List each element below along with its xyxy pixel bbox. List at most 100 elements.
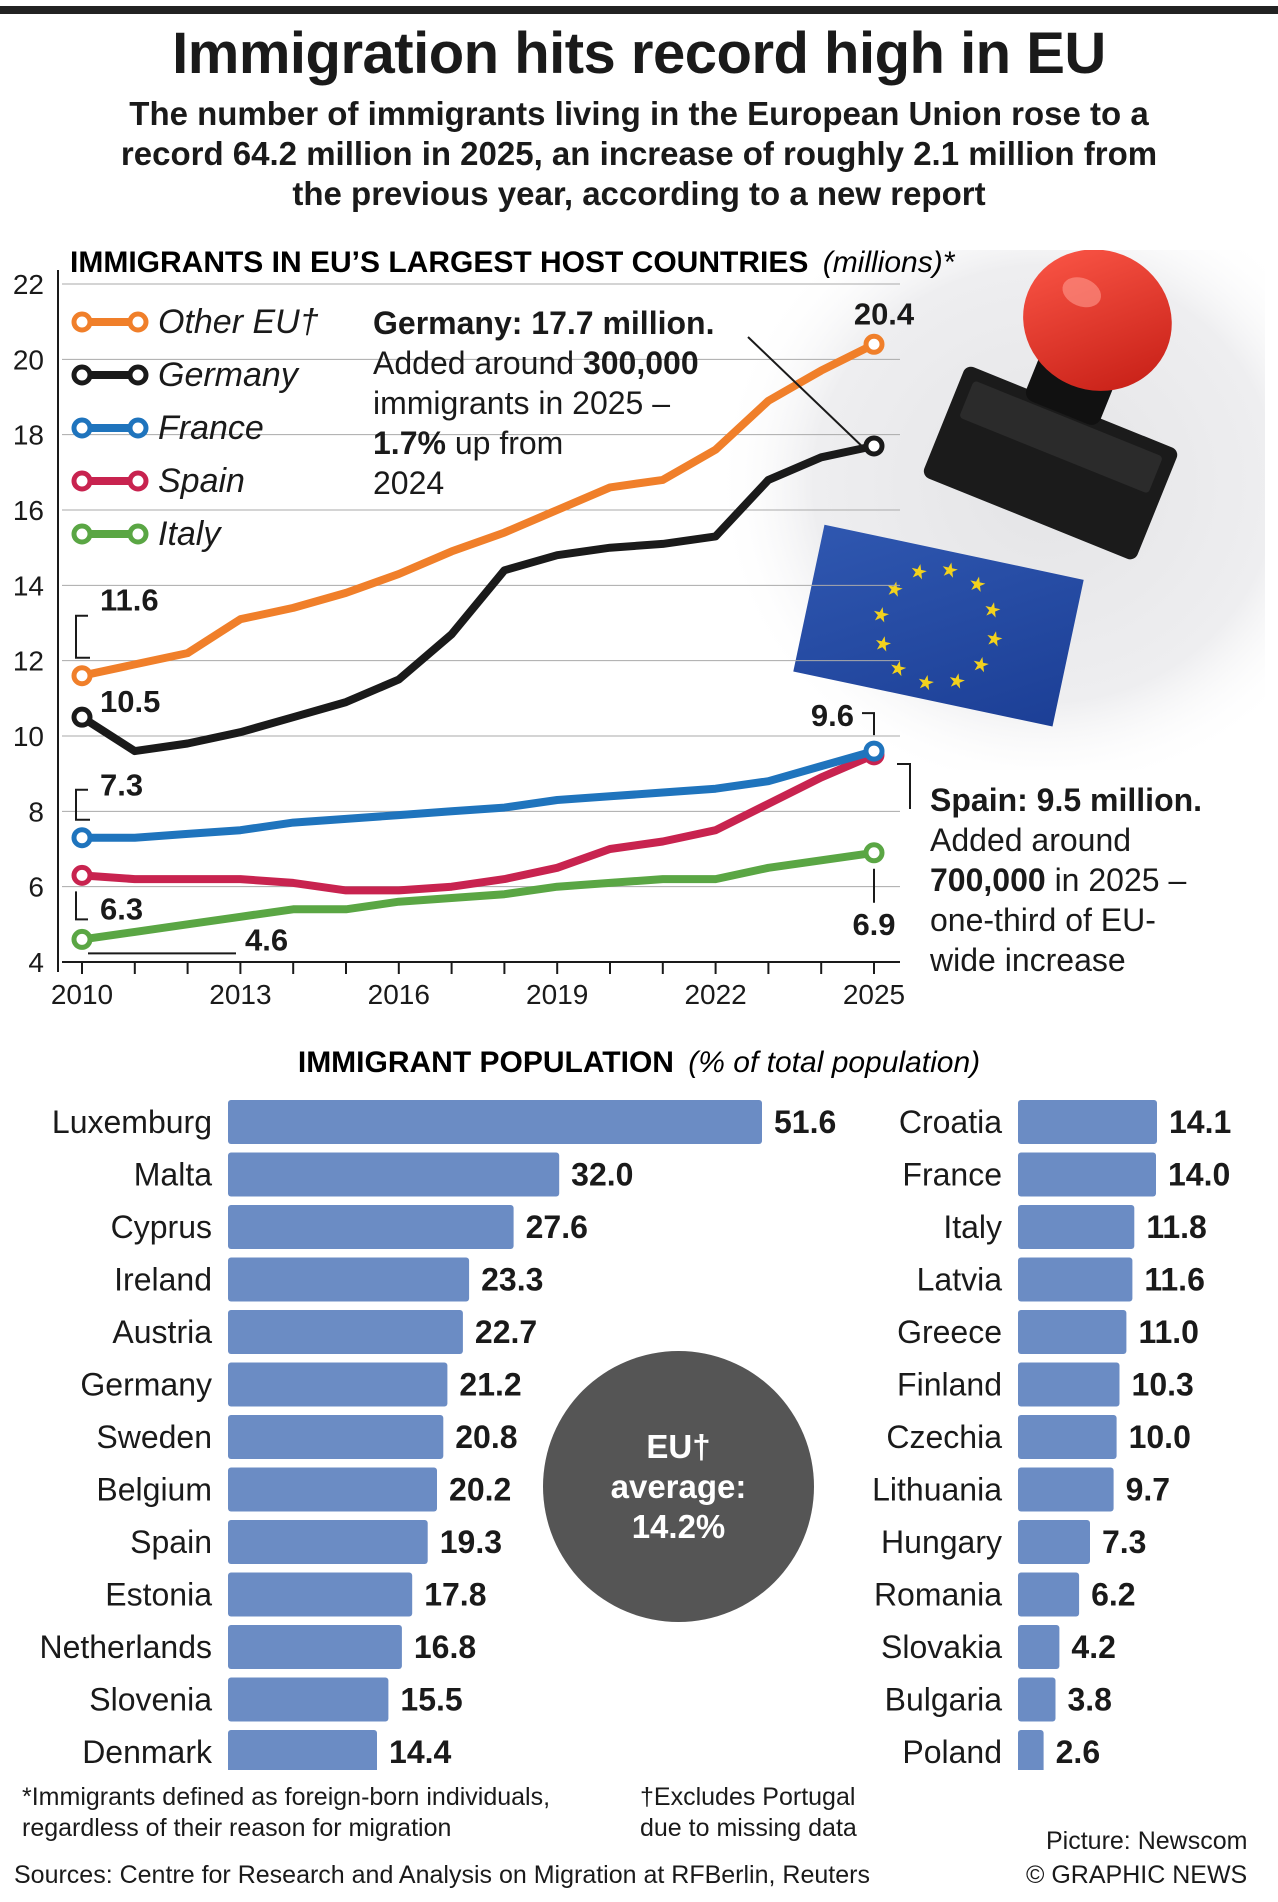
footnote-definition: *Immigrants defined as foreign-born indi… (22, 1783, 551, 1842)
bar-category-label: Romania (874, 1577, 1002, 1613)
bar-category-label: Estonia (105, 1577, 212, 1613)
bar-malta (228, 1152, 560, 1197)
bar-value-label: 19.3 (440, 1524, 502, 1560)
bar-greece (1018, 1310, 1127, 1354)
legend-label-other_eu: Other EU† (158, 303, 319, 341)
y-tick-label: 4 (28, 947, 44, 978)
y-tick-label: 10 (13, 721, 44, 752)
bar-france (1018, 1152, 1156, 1197)
svg-text:★: ★ (915, 671, 937, 696)
y-tick-label: 12 (13, 646, 44, 677)
bar-category-label: Hungary (881, 1524, 1002, 1560)
bar-czechia (1018, 1415, 1117, 1459)
spain-annotation: Spain: 9.5 million. Added around 700,000… (930, 782, 1203, 978)
svg-text:★: ★ (939, 558, 961, 583)
svg-text:★: ★ (981, 598, 1003, 623)
bar-croatia (1018, 1100, 1157, 1144)
spain-callout-bracket (897, 763, 911, 809)
bar-category-label: Sweden (96, 1419, 212, 1455)
bar-latvia (1018, 1257, 1133, 1302)
y-tick-label: 22 (13, 269, 44, 300)
x-tick-label: 2022 (684, 979, 746, 1010)
picture-credit: Picture: Newscom (1046, 1827, 1248, 1855)
bar-luxemburg (228, 1100, 762, 1144)
bar-value-label: 7.3 (1102, 1524, 1146, 1560)
legend-label-germany: Germany (158, 356, 300, 394)
bar-value-label: 22.7 (475, 1314, 537, 1350)
bar-category-label: Italy (943, 1209, 1002, 1245)
bar-category-label: Czechia (886, 1419, 1002, 1455)
bar-cyprus (228, 1205, 514, 1249)
endpoint-germany (863, 435, 885, 457)
germany-annotation: Germany: 17.7 million. Added around 300,… (373, 305, 715, 501)
legend-marker (71, 311, 93, 333)
germany-callout-line (747, 336, 869, 453)
bar-category-label: Ireland (114, 1262, 212, 1298)
endpoint-italy (71, 928, 93, 950)
bar-hungary (1018, 1520, 1090, 1564)
series-line-france (78, 747, 878, 842)
endpoint-other_eu (863, 333, 885, 355)
endpoint-other_eu (71, 665, 93, 687)
line-chart: IMMIGRANTS IN EU’S LARGEST HOST COUNTRIE… (13, 246, 956, 1010)
endpoint-spain (71, 864, 93, 886)
line-chart-title: IMMIGRANTS IN EU’S LARGEST HOST COUNTRIE… (70, 246, 956, 279)
bar-value-label: 15.5 (400, 1682, 462, 1718)
x-tick-label: 2016 (368, 979, 430, 1010)
bar-value-label: 32.0 (571, 1157, 633, 1193)
bar-category-label: Lithuania (872, 1472, 1002, 1508)
svg-text:★: ★ (883, 577, 905, 602)
bar-value-label: 16.8 (414, 1629, 476, 1665)
bar-category-label: Belgium (96, 1472, 212, 1508)
bar-category-label: Slovakia (881, 1629, 1002, 1665)
bracket-france-end (862, 712, 875, 736)
y-tick-label: 6 (28, 872, 44, 903)
sources: Sources: Centre for Research and Analysi… (14, 1861, 870, 1889)
legend-marker (71, 470, 93, 492)
svg-text:★: ★ (887, 657, 909, 682)
svg-text:★: ★ (870, 603, 892, 628)
data-labels: 11.6 20.4 10.5 7.3 9.6 6.3 4.6 6.9 (75, 296, 915, 957)
bracket-other-eu (75, 614, 90, 659)
legend: Other EU† Germany France Spain Italy (71, 303, 319, 553)
y-tick-label: 16 (13, 495, 44, 526)
bar-value-label: 9.7 (1126, 1472, 1170, 1508)
bar-value-label: 11.0 (1138, 1314, 1199, 1350)
bar-italy (1018, 1205, 1135, 1249)
bar-category-label: France (902, 1157, 1002, 1193)
endpoint-france (71, 827, 93, 849)
svg-text:★: ★ (970, 653, 992, 678)
bars: Luxemburg 51.6 Malta 32.0 Cyprus 27.6 Ireland 2… (39, 1100, 1231, 1770)
page-title: Immigration hits record high in EU (172, 21, 1106, 86)
legend-marker (127, 470, 149, 492)
bar-slovakia (1018, 1625, 1060, 1669)
bar-category-label: Cyprus (111, 1209, 212, 1245)
bar-belgium (228, 1467, 437, 1512)
legend-label-italy: Italy (158, 515, 222, 553)
series-lines (71, 333, 885, 950)
bar-category-label: Slovenia (89, 1682, 212, 1718)
bar-category-label: Finland (897, 1367, 1002, 1403)
bar-value-label: 20.2 (449, 1472, 511, 1508)
bar-category-label: Netherlands (39, 1629, 212, 1665)
bar-bulgaria (1018, 1677, 1056, 1722)
bar-category-label: Denmark (82, 1734, 213, 1770)
series-line-spain (78, 750, 878, 895)
series-line-italy (78, 848, 878, 944)
bar-value-label: 17.8 (424, 1577, 486, 1613)
copyright: © GRAPHIC NEWS (1026, 1861, 1248, 1889)
svg-text:★: ★ (872, 632, 894, 657)
x-tick-label: 2013 (209, 979, 271, 1010)
label-france-end: 9.6 (811, 698, 854, 733)
bar-category-label: Poland (902, 1734, 1002, 1770)
legend-label-spain: Spain (158, 462, 245, 500)
bar-category-label: Latvia (917, 1262, 1003, 1298)
x-tick-label: 2025 (843, 979, 905, 1010)
bar-chart-title: IMMIGRANT POPULATION (% of total populat… (298, 1046, 980, 1079)
svg-text:★: ★ (908, 560, 930, 585)
bar-romania (1018, 1572, 1080, 1617)
bar-category-label: Croatia (899, 1104, 1002, 1140)
bar-lithuania (1018, 1467, 1114, 1512)
bar-category-label: Spain (130, 1524, 212, 1560)
bar-category-label: Greece (897, 1314, 1002, 1350)
